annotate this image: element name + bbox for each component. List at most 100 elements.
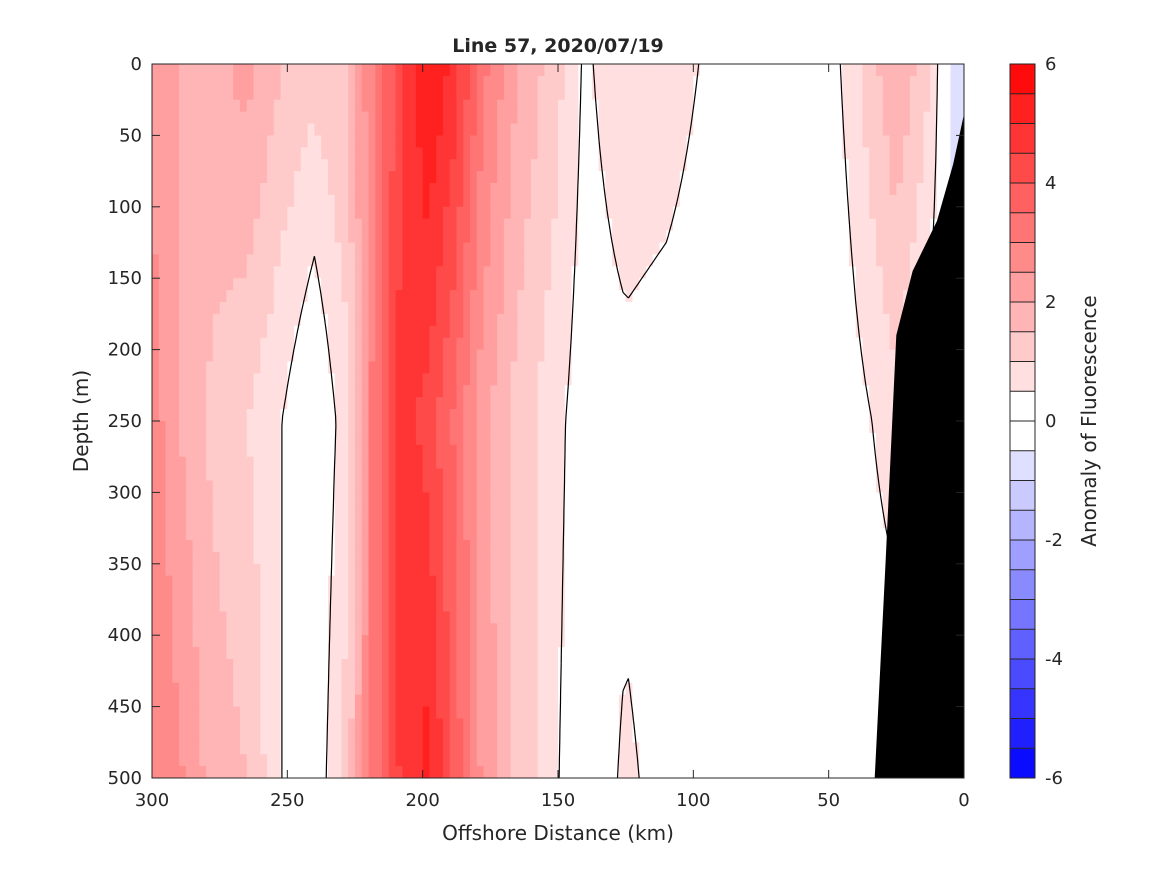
field-cell <box>415 575 424 589</box>
field-cell <box>375 504 383 517</box>
field-cell <box>490 540 498 553</box>
field-cell <box>700 230 708 244</box>
field-cell <box>530 599 539 612</box>
field-cell <box>659 278 667 291</box>
field-cell <box>666 551 674 565</box>
field-cell <box>321 456 329 470</box>
field-cell <box>673 611 681 624</box>
field-cell <box>700 635 708 648</box>
field-cell <box>442 147 451 160</box>
field-cell <box>571 302 579 315</box>
field-cell <box>409 706 417 720</box>
field-cell <box>490 682 498 696</box>
field-cell <box>429 694 437 708</box>
field-cell <box>206 647 214 660</box>
field-cell <box>470 206 478 220</box>
field-cell <box>679 373 688 386</box>
field-cell <box>192 647 200 660</box>
field-cell <box>287 742 295 755</box>
field-cell <box>673 623 681 636</box>
field-cell <box>483 730 491 743</box>
field-cell <box>551 432 559 446</box>
field-cell <box>395 278 403 291</box>
field-cell <box>470 385 478 398</box>
field-cell <box>233 540 241 553</box>
field-cell <box>524 587 532 601</box>
field-cell <box>645 349 654 363</box>
field-cell <box>625 75 634 89</box>
field-cell <box>442 504 451 517</box>
field-cell <box>388 171 397 184</box>
field-cell <box>307 171 315 184</box>
field-cell <box>158 230 167 244</box>
field-cell <box>442 766 451 778</box>
field-cell <box>463 290 471 303</box>
field-cell <box>585 611 593 624</box>
field-cell <box>158 694 167 708</box>
field-cell <box>544 456 552 470</box>
field-cell <box>476 718 485 731</box>
field-cell <box>598 87 606 101</box>
field-cell <box>517 540 525 553</box>
field-cell <box>571 647 579 660</box>
field-cell <box>625 468 634 482</box>
field-cell <box>517 218 525 232</box>
field-cell <box>442 492 451 505</box>
field-cell <box>172 290 180 303</box>
field-cell <box>449 290 458 303</box>
field-cell <box>693 421 701 434</box>
field-cell <box>280 456 288 470</box>
field-cell <box>158 337 167 351</box>
field-cell <box>368 659 376 672</box>
field-cell <box>287 266 295 279</box>
field-cell <box>361 540 370 553</box>
field-cell <box>700 611 708 624</box>
field-cell <box>442 754 451 767</box>
field-cell <box>686 563 694 577</box>
field-cell <box>409 563 417 577</box>
field-cell <box>483 254 491 267</box>
field-cell <box>591 718 600 731</box>
field-cell <box>253 159 261 172</box>
field-cell <box>510 313 518 327</box>
field-cell <box>314 456 322 470</box>
field-cell <box>679 111 688 125</box>
field-cell <box>294 75 302 89</box>
field-cell <box>578 540 586 553</box>
field-cell <box>666 611 674 624</box>
field-cell <box>422 623 431 636</box>
field-cell <box>415 706 424 720</box>
field-cell <box>490 516 498 529</box>
field-cell <box>348 325 356 339</box>
field-cell <box>544 528 552 541</box>
field-cell <box>246 302 255 315</box>
field-cell <box>172 123 180 136</box>
field-cell <box>530 706 539 720</box>
field-cell <box>544 504 552 517</box>
field-cell <box>382 754 390 767</box>
field-cell <box>260 551 268 565</box>
field-cell <box>612 99 620 113</box>
field-cell <box>409 278 417 291</box>
field-cell <box>625 480 634 493</box>
field-cell <box>666 397 674 410</box>
field-cell <box>179 575 187 589</box>
field-cell <box>639 313 647 327</box>
field-cell <box>287 206 295 220</box>
field-cell <box>341 611 349 624</box>
field-cell <box>307 147 315 160</box>
field-cell <box>307 397 315 410</box>
field-cell <box>300 480 309 493</box>
field-cell <box>294 480 302 493</box>
field-cell <box>530 159 539 172</box>
field-cell <box>253 706 261 720</box>
field-cell <box>666 706 674 720</box>
field-cell <box>239 730 248 743</box>
field-cell <box>632 647 640 660</box>
field-cell <box>537 706 546 720</box>
field-cell <box>470 349 478 363</box>
field-cell <box>625 444 634 458</box>
field-cell <box>530 349 539 363</box>
field-cell <box>294 432 302 446</box>
field-cell <box>497 587 505 601</box>
